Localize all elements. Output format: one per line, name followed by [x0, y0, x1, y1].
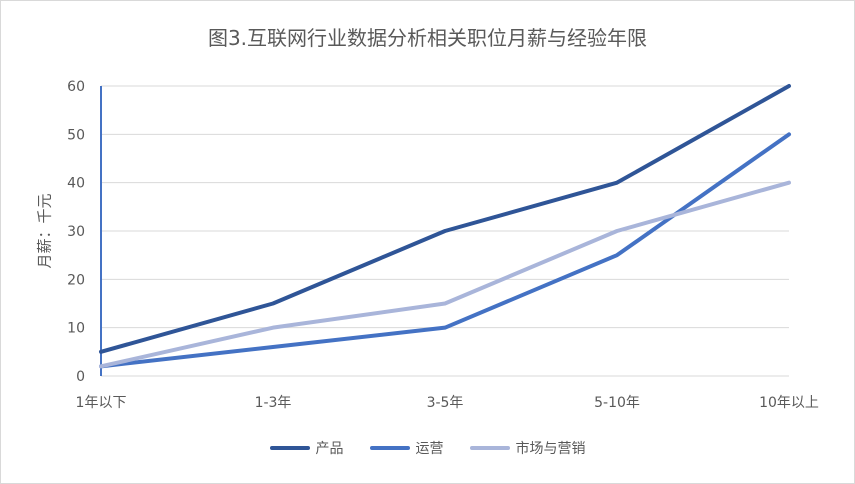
- x-tick-label: 3-5年: [427, 395, 464, 411]
- y-tick-label: 0: [76, 369, 85, 385]
- series-line-2: [99, 132, 791, 369]
- x-tick-label: 1年以下: [76, 395, 127, 411]
- legend-swatch: [469, 446, 510, 450]
- y-tick-label: 10: [67, 321, 85, 337]
- x-tick-label: 10年以上: [759, 395, 819, 411]
- y-tick-label: 60: [67, 79, 85, 95]
- x-tick-label: 1-3年: [255, 395, 292, 411]
- legend-label: 运营: [415, 441, 444, 457]
- legend-label: 产品: [315, 441, 344, 457]
- legend-item: 运营: [369, 438, 444, 458]
- x-tick-label: 5-10年: [594, 395, 640, 411]
- legend-swatch: [369, 446, 410, 450]
- chart-legend: 产品 运营 市场与营销: [0, 438, 855, 458]
- y-tick-label: 20: [67, 272, 85, 288]
- legend-swatch: [269, 446, 310, 450]
- legend-item: 产品: [269, 438, 344, 458]
- series-line-1: [99, 84, 791, 354]
- series-line-3: [99, 180, 791, 369]
- y-tick-label: 30: [67, 224, 85, 240]
- legend-label: 市场与营销: [515, 441, 586, 457]
- y-tick-label: 40: [67, 176, 85, 192]
- chart-title: 图3.互联网行业数据分析相关职位月薪与经验年限: [207, 26, 648, 50]
- y-tick-label: 50: [67, 127, 85, 143]
- legend-item: 市场与营销: [469, 438, 586, 458]
